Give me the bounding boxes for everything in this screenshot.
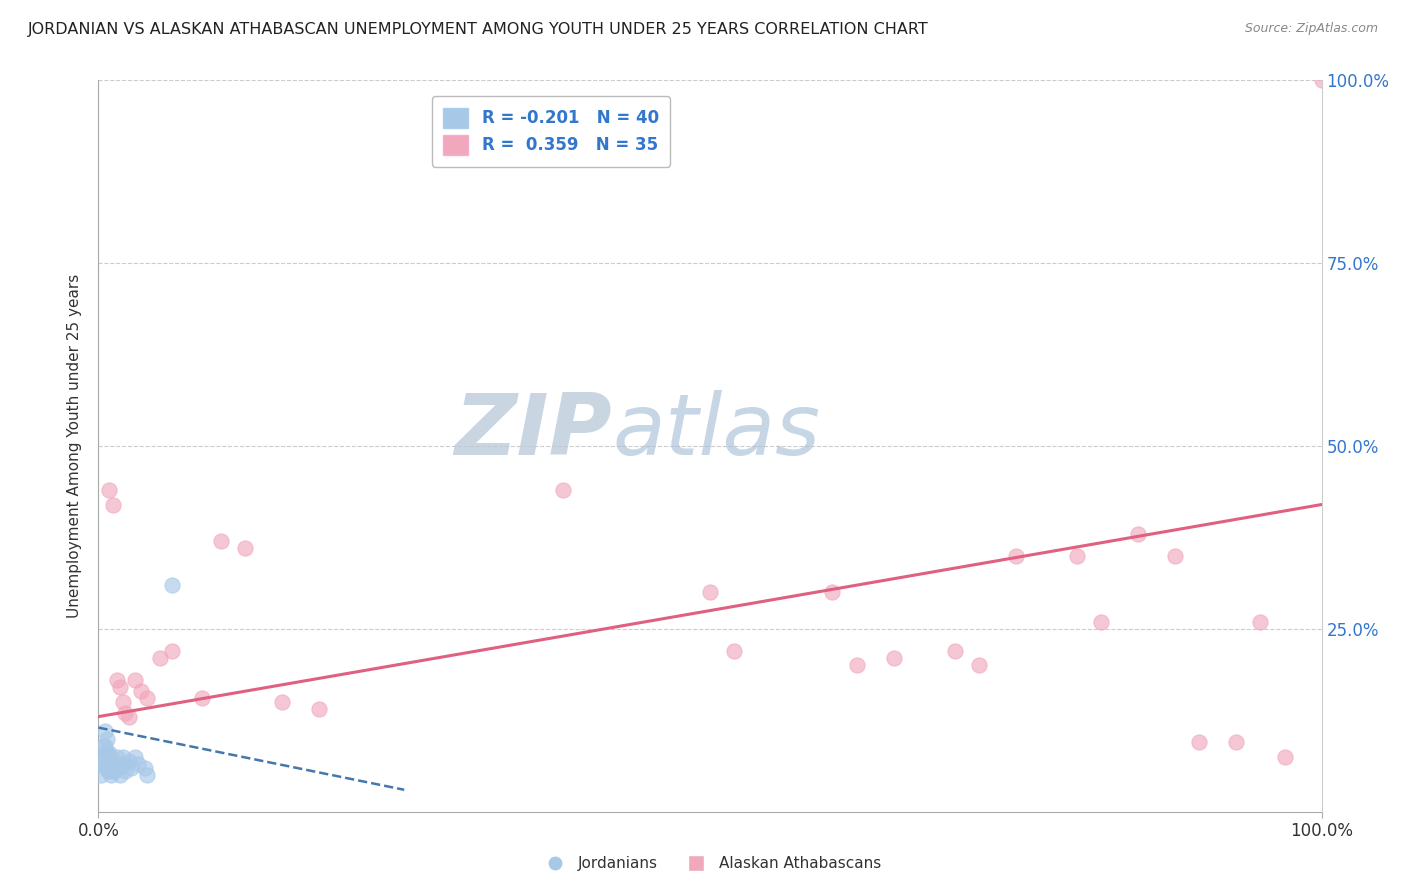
Point xyxy=(97,757,120,772)
Point xyxy=(111,749,134,764)
Point xyxy=(127,757,149,772)
Point xyxy=(1274,749,1296,764)
Point xyxy=(91,757,114,772)
Text: JORDANIAN VS ALASKAN ATHABASCAN UNEMPLOYMENT AMONG YOUTH UNDER 25 YEARS CORRELAT: JORDANIAN VS ALASKAN ATHABASCAN UNEMPLOY… xyxy=(28,22,929,37)
Point xyxy=(103,764,125,779)
Point xyxy=(134,761,156,775)
Point xyxy=(112,757,135,772)
Point xyxy=(91,754,114,768)
Point xyxy=(98,757,121,772)
Point xyxy=(1249,615,1271,629)
Point xyxy=(101,498,124,512)
Legend: Jordanians, Alaskan Athabascans: Jordanians, Alaskan Athabascans xyxy=(533,850,887,877)
Point xyxy=(1066,549,1088,563)
Point xyxy=(110,681,132,695)
Point xyxy=(111,695,134,709)
Point xyxy=(94,761,117,775)
Point xyxy=(136,768,159,782)
Point xyxy=(94,746,117,760)
Point xyxy=(233,541,256,556)
Point xyxy=(160,578,183,592)
Point xyxy=(821,585,844,599)
Point xyxy=(129,684,152,698)
Y-axis label: Unemployment Among Youth under 25 years: Unemployment Among Youth under 25 years xyxy=(67,274,83,618)
Point xyxy=(943,644,966,658)
Point xyxy=(104,761,127,775)
Point xyxy=(1225,735,1247,749)
Point xyxy=(105,761,128,775)
Point xyxy=(120,761,142,775)
Point xyxy=(100,768,122,782)
Point xyxy=(103,757,125,772)
Text: atlas: atlas xyxy=(612,390,820,473)
Point xyxy=(101,764,124,779)
Point xyxy=(723,644,745,658)
Point xyxy=(91,739,114,753)
Text: ZIP: ZIP xyxy=(454,390,612,473)
Point xyxy=(114,764,136,779)
Point xyxy=(93,724,115,739)
Point xyxy=(118,754,141,768)
Point xyxy=(118,709,141,723)
Point xyxy=(97,764,120,779)
Point xyxy=(1164,549,1187,563)
Point xyxy=(136,691,159,706)
Point xyxy=(308,702,330,716)
Point xyxy=(209,534,232,549)
Point xyxy=(90,754,112,768)
Point xyxy=(124,673,146,687)
Point xyxy=(553,483,575,497)
Point xyxy=(1310,73,1333,87)
Point xyxy=(191,691,214,706)
Point xyxy=(107,757,129,772)
Point xyxy=(967,658,990,673)
Point xyxy=(108,761,131,775)
Point xyxy=(149,651,172,665)
Point xyxy=(1090,615,1112,629)
Point xyxy=(105,673,128,687)
Point xyxy=(124,749,146,764)
Point xyxy=(1128,526,1150,541)
Point xyxy=(160,644,183,658)
Point xyxy=(96,746,118,760)
Point xyxy=(110,768,132,782)
Point xyxy=(270,695,294,709)
Point xyxy=(98,746,121,760)
Point xyxy=(96,731,118,746)
Point xyxy=(105,749,128,764)
Point xyxy=(1004,549,1026,563)
Point xyxy=(100,754,122,768)
Point xyxy=(699,585,721,599)
Point xyxy=(883,651,905,665)
Point xyxy=(101,757,124,772)
Point xyxy=(98,483,121,497)
Point xyxy=(845,658,868,673)
Point xyxy=(1188,735,1211,749)
Text: Source: ZipAtlas.com: Source: ZipAtlas.com xyxy=(1244,22,1378,36)
Point xyxy=(93,739,115,753)
Point xyxy=(114,706,136,720)
Point xyxy=(90,768,112,782)
Point xyxy=(101,754,124,768)
Point xyxy=(100,761,122,775)
Point xyxy=(101,761,124,775)
